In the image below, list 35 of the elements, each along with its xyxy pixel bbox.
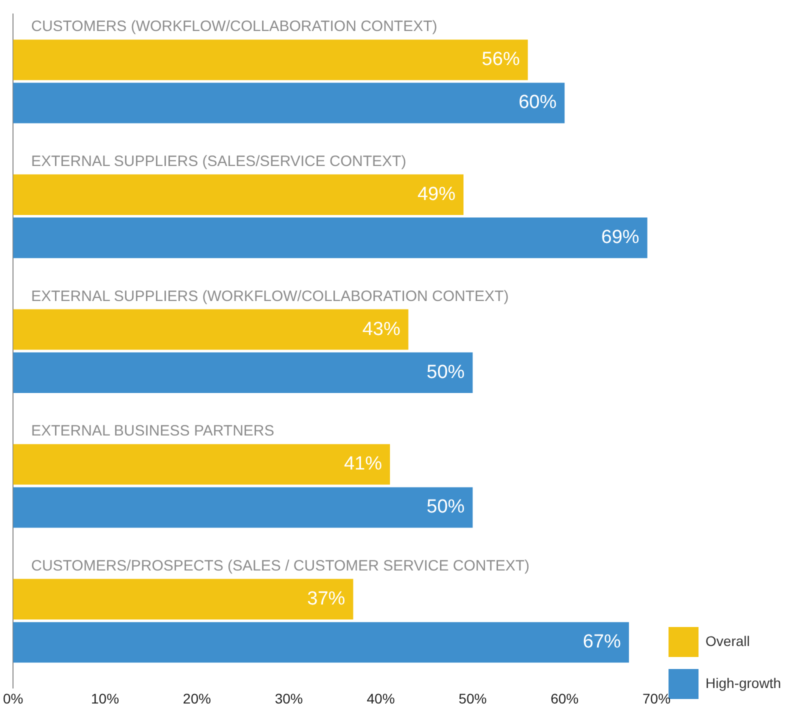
data-label: 50%	[426, 496, 465, 518]
data-label: 56%	[482, 49, 520, 70]
data-label: 41%	[344, 454, 382, 475]
y-tick-label: CUSTOMERS (WORKFLOW/COLLABORATION CONTEXT)	[31, 18, 438, 36]
bar	[13, 309, 408, 350]
x-tick-label: 10%	[91, 690, 120, 706]
x-tick-label: 50%	[458, 690, 487, 706]
bar	[13, 352, 473, 393]
bar	[13, 82, 565, 124]
x-tick-label: 40%	[366, 690, 395, 706]
y-tick-label: EXTERNAL SUPPLIERS (SALES/SERVICE CONTEXT)	[31, 153, 406, 170]
legend-label: Overall	[706, 632, 750, 649]
legend-label: High-growth	[706, 674, 782, 691]
y-tick-label: CUSTOMERS/PROSPECTS (SALES / CUSTOMER SERVICE CONTEXT)	[31, 558, 530, 575]
bar	[13, 622, 629, 663]
bar	[13, 444, 390, 485]
bar	[13, 174, 464, 215]
data-label: 60%	[518, 92, 557, 114]
y-tick-label: EXTERNAL BUSINESS PARTNERS	[31, 422, 274, 440]
data-label: 50%	[426, 362, 465, 383]
data-label: 49%	[417, 184, 456, 205]
bar	[13, 578, 354, 620]
x-tick-label: 30%	[274, 690, 303, 706]
y-tick-label: EXTERNAL SUPPLIERS (WORKFLOW/COLLABORATION CONTEXT)	[31, 288, 509, 305]
data-label: 67%	[582, 632, 622, 653]
x-tick-label: 0%	[3, 690, 24, 706]
x-tick-label: 60%	[550, 690, 579, 706]
x-tick-label: 20%	[182, 690, 211, 706]
data-label: 69%	[601, 227, 640, 248]
bar	[13, 487, 473, 528]
data-label: 37%	[307, 588, 346, 610]
data-label: 43%	[362, 318, 400, 340]
bar	[13, 218, 648, 258]
x-tick-label: 70%	[642, 690, 671, 706]
bar	[13, 40, 528, 80]
